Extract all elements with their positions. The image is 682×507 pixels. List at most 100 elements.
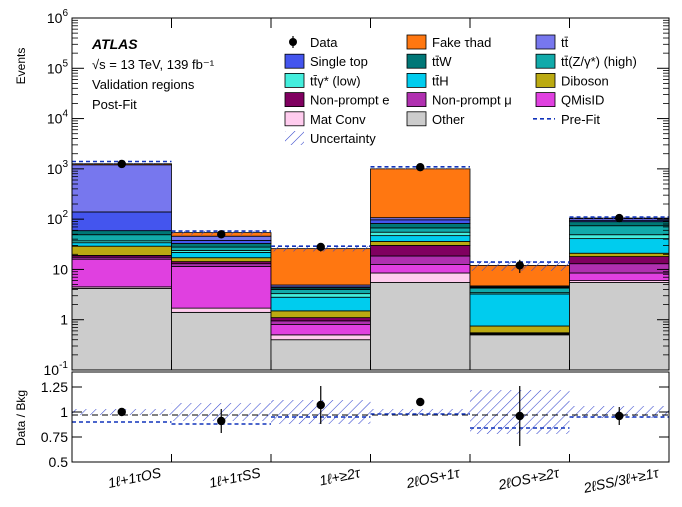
bar-segment: [270, 289, 371, 295]
legend-label: Non-prompt e: [310, 93, 389, 108]
ratio-uncertainty-hatch: [370, 409, 470, 415]
ratio-y-tick-label: 1.25: [41, 379, 68, 395]
legend-label: Data: [310, 35, 338, 50]
legend-label: Single top: [310, 54, 368, 69]
legend-label: Fake τhad: [432, 35, 491, 50]
ratio-point: [615, 411, 624, 421]
bar-segment: [71, 287, 172, 371]
fit-label: Post-Fit: [92, 97, 137, 112]
legend-label: Non-prompt μ: [432, 93, 512, 108]
bar-segment: [270, 334, 371, 341]
legend-label: tt̄γ* (low): [310, 73, 361, 88]
legend-swatch: [406, 53, 427, 69]
bar-segment: [469, 334, 570, 371]
bar-segment: [171, 263, 272, 267]
x-category-label: 2ℓOS+1τ: [404, 464, 462, 491]
legend-label: Pre-Fit: [561, 112, 600, 127]
ratio-y-axis-label: Data / Bkg: [14, 390, 28, 446]
legend-swatch: [535, 53, 556, 69]
bar-segment: [270, 320, 371, 325]
main-y-axis-label: Events: [14, 48, 28, 85]
stacked-bars: [71, 163, 670, 371]
x-category-label: 2ℓOS+≥2τ: [496, 464, 561, 493]
legend-label: tt̄H: [432, 73, 449, 88]
bar-segment: [370, 227, 471, 233]
bar-segment: [569, 234, 670, 240]
bar-segment: [569, 221, 670, 227]
legend-swatch: [284, 73, 305, 88]
bar-segment: [370, 231, 471, 237]
bar-segment: [171, 311, 272, 371]
y-tick-label: 104: [47, 109, 69, 127]
x-category-label: 1ℓ+≥2τ: [318, 464, 362, 488]
bar-segment: [569, 256, 670, 265]
y-tick-label: 105: [47, 58, 69, 76]
y-tick-label: 10-1: [44, 360, 69, 378]
data-point: [515, 261, 524, 270]
legend-swatch: [406, 73, 427, 88]
bar-segment: [370, 219, 471, 224]
legend-swatch: [535, 92, 556, 107]
ratio-point: [416, 397, 425, 407]
bar-segment: [370, 235, 471, 242]
legend-swatch: [535, 73, 556, 88]
annotation-block: ATLAS √s = 13 TeV, 139 fb⁻¹ Validation r…: [91, 36, 215, 112]
ratio-point: [217, 416, 226, 426]
bar-segment: [71, 230, 172, 236]
legend-label: Other: [432, 112, 465, 127]
bar-segment: [370, 241, 471, 246]
y-tick-label: 1: [60, 312, 68, 328]
bar-segment: [270, 317, 371, 322]
ratio-y-tick-label: 1: [60, 404, 68, 420]
bar-segment: [71, 245, 172, 256]
bar-segment: [569, 238, 670, 254]
bar-segment: [370, 223, 471, 229]
data-point: [416, 162, 425, 172]
legend-swatch: [406, 34, 427, 50]
ratio-point: [316, 400, 325, 410]
bar-segment: [71, 242, 172, 247]
ratio-y-tick-label: 0.5: [49, 454, 69, 470]
bar-segment: [270, 293, 371, 298]
legend: Data Fake τhad tt̄ Single top tt̄W tt̄(Z/γ*) …: [284, 34, 637, 146]
main-plot-panel: 10-1 1 10 102 103 104 105 106 Events ATLAS √s =…: [14, 8, 670, 378]
bar-segment: [171, 265, 272, 309]
bar-segment: [370, 272, 471, 283]
bar-segment: [270, 296, 371, 312]
data-point: [117, 159, 126, 169]
legend-swatch: [535, 34, 556, 50]
bar-segment: [270, 310, 371, 319]
legend-swatch: [406, 111, 427, 127]
legend-swatch: [406, 92, 427, 107]
ratio-x-ticks: [71, 454, 670, 462]
bar-segment: [171, 246, 272, 251]
bar-segment: [370, 264, 471, 274]
ratio-data-points: [117, 386, 624, 446]
data-point: [316, 242, 325, 252]
x-category-label: 1ℓ+1τOS: [106, 464, 163, 491]
ratio-point: [515, 411, 524, 421]
legend-label: tt̄: [561, 35, 569, 50]
bar-segment: [370, 245, 471, 257]
y-tick-label: 103: [47, 159, 69, 177]
bar-segment: [370, 255, 471, 265]
bar-segment: [569, 263, 670, 274]
data-point: [615, 213, 624, 223]
y-tick-label: 102: [47, 209, 69, 227]
bar-segment: [370, 282, 471, 371]
bar-segment: [569, 252, 670, 257]
bar-segment: [469, 287, 570, 294]
energy-label: √s = 13 TeV, 139 fb⁻¹: [92, 57, 215, 72]
bar-segment: [71, 234, 172, 242]
data-points: [117, 159, 624, 273]
legend-swatch: [284, 53, 305, 69]
legend-label: tt̄W: [432, 54, 452, 69]
legend-swatch: [284, 92, 305, 107]
legend-label: QMisID: [561, 93, 604, 108]
bar-segment: [171, 307, 272, 313]
x-category-label: 1ℓ+1τSS: [208, 464, 263, 491]
ratio-uncertainty-band: [72, 390, 669, 434]
ratio-plot-panel: 0.5 0.75 1 1.25 Data / Bkg: [14, 371, 670, 470]
bar-segment: [270, 248, 371, 286]
bar-segment: [171, 252, 272, 259]
